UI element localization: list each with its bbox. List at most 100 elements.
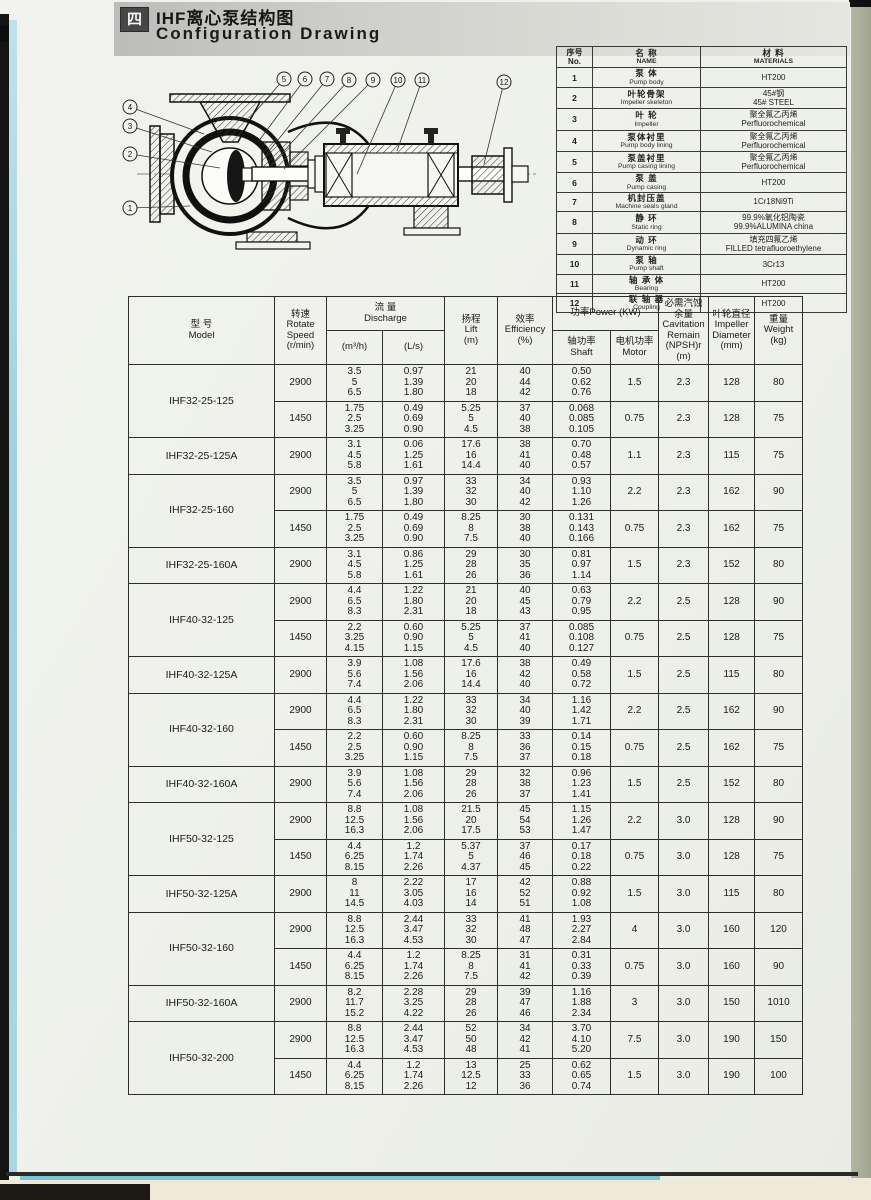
spec-discharge-ls: 1.2 1.74 2.26 xyxy=(382,1057,445,1095)
spec-npsh: 2.3 xyxy=(658,546,710,584)
spec-discharge-m3h: 4.4 6.25 8.15 xyxy=(326,948,383,986)
spec-speed: 2900 xyxy=(274,984,327,1022)
spec-efficiency: 42 52 51 xyxy=(497,875,553,913)
spec-efficiency: 33 36 37 xyxy=(497,729,553,767)
spec-efficiency: 38 41 40 xyxy=(497,437,553,475)
spec-npsh: 3.0 xyxy=(658,1057,710,1095)
callout-leader-line xyxy=(264,78,328,157)
spec-efficiency: 40 45 43 xyxy=(497,583,553,621)
scan-edge-cyan-strip xyxy=(9,20,17,1176)
spec-npsh: 2.5 xyxy=(658,619,710,657)
spec-lift: 33 32 30 xyxy=(444,692,498,730)
callout-number: 10 xyxy=(394,76,403,85)
spec-efficiency: 34 40 39 xyxy=(497,692,553,730)
materials-row: 11 轴 承 体 Bearing HT200 xyxy=(556,273,847,294)
spec-weight: 80 xyxy=(754,546,804,584)
spec-power-shaft: 0.62 0.65 0.74 xyxy=(552,1057,611,1095)
pump-foot xyxy=(235,231,311,250)
spec-model: IHF32-25-125 xyxy=(128,364,275,438)
spec-lift: 8.25 8 7.5 xyxy=(444,948,498,986)
callout-leader-line xyxy=(129,205,191,209)
callout-number: 9 xyxy=(371,76,376,85)
materials-header-material: 材 料 MATERIALS xyxy=(700,45,847,69)
page-title: IHF离心泵结构图 xyxy=(156,9,295,28)
spec-npsh: 3.0 xyxy=(658,875,710,913)
material-value: HT200 xyxy=(700,67,847,88)
materials-row: 7 机封压盖 Machine seals gland 1Cr18Ni9Ti xyxy=(556,191,847,213)
spec-power-shaft: 0.14 0.15 0.18 xyxy=(552,729,611,767)
material-name-en: Impeller xyxy=(634,120,659,128)
material-name-cn: 泵 盖 xyxy=(635,173,658,184)
spec-speed: 2900 xyxy=(274,656,327,694)
spec-impeller-diameter: 152 xyxy=(708,765,756,803)
callout-circle xyxy=(414,72,430,88)
spec-power-motor: 0.75 xyxy=(609,729,660,767)
scan-edge-bottom-cyan xyxy=(20,1176,660,1180)
spec-impeller-diameter: 190 xyxy=(708,1021,756,1059)
page-title-en: Configuration Drawing xyxy=(156,24,382,43)
spec-power-motor: 0.75 xyxy=(609,510,660,548)
spec-impeller-diameter: 128 xyxy=(708,802,756,840)
spec-lift: 17.6 16 14.4 xyxy=(444,437,498,475)
spec-model: IHF40-32-125A xyxy=(128,656,275,694)
spec-discharge-m3h: 3.5 5 6.5 xyxy=(326,473,383,511)
spec-impeller-diameter: 160 xyxy=(708,948,756,986)
spec-row: IHF40-32-160 2900 4.4 6.5 8.3 1.22 1.80 2.3… xyxy=(128,692,804,767)
material-name: 泵 体 Pump body xyxy=(592,67,701,88)
spec-model: IHF32-25-160 xyxy=(128,473,275,548)
material-value: 聚全氟乙丙烯 Perfluorochemical xyxy=(700,129,847,152)
spec-impeller-diameter: 190 xyxy=(708,1057,756,1095)
callout-number: 3 xyxy=(128,122,133,131)
material-no: 9 xyxy=(556,232,593,256)
spec-model: IHF32-25-125A xyxy=(128,437,275,475)
spec-row: IHF50-32-125A 2900 8 11 14.5 2.22 3.05 4.03… xyxy=(128,875,804,913)
spec-discharge-m3h: 4.4 6.5 8.3 xyxy=(326,583,383,621)
material-value: 3Cr13 xyxy=(700,254,847,275)
spec-header-efficiency: 效率 Efficiency (%) xyxy=(497,296,553,365)
spec-discharge-m3h: 3.5 5 6.5 xyxy=(326,364,383,402)
callout-circle xyxy=(496,74,512,90)
spec-power-motor: 1.5 xyxy=(609,546,660,584)
spec-weight: 75 xyxy=(754,729,804,767)
scan-edge-bottom-line xyxy=(6,1172,858,1176)
material-no: 5 xyxy=(556,150,593,174)
callout-leader-line xyxy=(271,79,350,165)
material-name: 泵体衬里 Pump body lining xyxy=(592,129,701,152)
spec-efficiency: 37 41 40 xyxy=(497,619,553,657)
spec-power-shaft: 0.88 0.92 1.08 xyxy=(552,875,611,913)
spec-npsh: 3.0 xyxy=(658,1021,710,1059)
callout-leader-line xyxy=(129,106,205,135)
spec-power-motor: 2.2 xyxy=(609,473,660,511)
spec-speed: 1450 xyxy=(274,838,327,876)
spec-header-row-1: 型 号 Model 转速 Rotate Speed (r/min) 流 量 Di… xyxy=(128,296,804,365)
callout-circle xyxy=(365,72,381,88)
section-header: 四 IHF离心泵结构图 Configuration Drawing xyxy=(114,2,850,56)
spec-discharge-ls: 0.60 0.90 1.15 xyxy=(382,729,445,767)
spec-row: IHF50-32-160 2900 8.8 12.5 16.3 2.44 3.47 4… xyxy=(128,911,804,986)
spec-npsh: 3.0 xyxy=(658,948,710,986)
spec-discharge-ls: 0.49 0.69 0.90 xyxy=(382,400,445,438)
spec-weight: 75 xyxy=(754,437,804,475)
spec-weight: 100 xyxy=(754,1057,804,1095)
callout-leader-line xyxy=(129,125,213,153)
material-name: 动 环 Dynamic ring xyxy=(592,232,701,256)
spec-lift: 33 32 30 xyxy=(444,473,498,511)
callout-number: 1 xyxy=(128,204,133,213)
spec-row: 1450 4.4 6.25 8.15 1.2 1.74 2.26 5.37 5 4.3… xyxy=(129,838,804,876)
spec-discharge-ls: 1.08 1.56 2.06 xyxy=(382,656,445,694)
materials-header-row: 序号 No. 名 称 NAME 材 料 MATERIALS xyxy=(556,45,847,69)
spec-power-shaft: 1.15 1.26 1.47 xyxy=(552,802,611,840)
spec-power-shaft: 0.17 0.18 0.22 xyxy=(552,838,611,876)
spec-impeller-diameter: 115 xyxy=(708,437,756,475)
spec-model: IHF32-25-160A xyxy=(128,546,275,584)
material-name: 泵盖衬里 Pump casing lining xyxy=(592,150,701,174)
spec-discharge-m3h: 2.2 3.25 4.15 xyxy=(326,619,383,657)
materials-row: 10 泵 轴 Pump shaft 3Cr13 xyxy=(556,254,847,275)
material-name-cn: 泵体衬里 xyxy=(627,131,666,142)
spec-npsh: 2.3 xyxy=(658,437,710,475)
spec-power-shaft: 0.085 0.108 0.127 xyxy=(552,619,611,657)
scan-edge-right xyxy=(851,4,871,1178)
